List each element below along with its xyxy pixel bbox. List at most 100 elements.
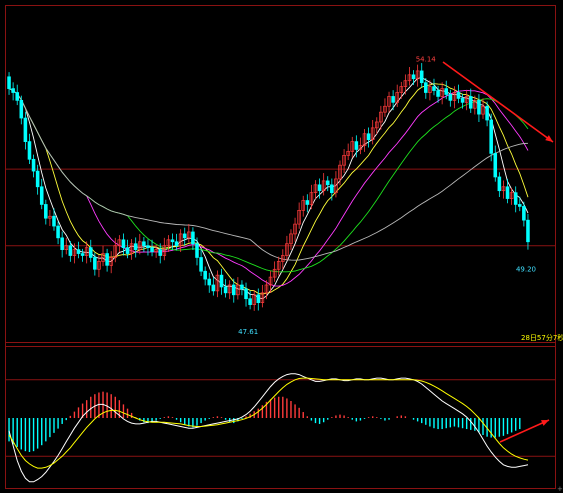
candle-body <box>383 105 387 113</box>
candle-body <box>505 186 510 199</box>
candle-body <box>391 96 395 103</box>
macd-dif-line <box>8 373 529 483</box>
candle-body <box>154 249 158 252</box>
candle-body <box>444 88 449 95</box>
candle-body <box>19 100 24 119</box>
candle-body <box>227 284 232 294</box>
candle-body <box>240 284 244 290</box>
candle-body <box>256 294 261 304</box>
candle-body <box>497 176 502 192</box>
candle-body <box>297 210 301 225</box>
macd-trend-arrow-head <box>541 420 549 426</box>
candle-body <box>64 245 69 250</box>
candle-body <box>501 186 506 192</box>
candle-body <box>44 204 48 219</box>
candle-body <box>219 274 224 288</box>
candle-body <box>411 74 416 80</box>
candle-body <box>60 237 64 250</box>
candle-body <box>289 233 293 245</box>
candle-body <box>493 153 498 178</box>
candle-body <box>399 86 404 93</box>
candle-body <box>362 133 367 146</box>
candle-body <box>313 184 318 194</box>
candle-body <box>436 90 440 97</box>
annotation-arrows <box>442 61 554 443</box>
candle-body <box>105 253 109 266</box>
moving-average-line-2 <box>8 88 529 287</box>
candle-body <box>358 145 363 150</box>
min-price-label-left: 47.61 <box>238 328 258 336</box>
candle-body <box>11 88 15 93</box>
candle-body <box>293 223 297 235</box>
candle-body <box>244 288 248 300</box>
time-label: 28日57分7秒 <box>521 333 563 342</box>
candle-body <box>268 276 273 286</box>
candle-body <box>182 233 187 239</box>
candle-body <box>76 249 81 254</box>
candle-body <box>285 243 289 256</box>
candle-body <box>84 247 89 256</box>
candle-body <box>395 92 399 103</box>
candle-body <box>272 268 277 278</box>
candle-body <box>260 292 265 303</box>
candle-body <box>31 158 36 172</box>
moving-average-lines <box>8 77 529 300</box>
candle-body <box>195 243 199 258</box>
candle-body <box>203 270 207 280</box>
candle-body <box>56 225 60 239</box>
candle-body <box>174 241 179 247</box>
macd-dea-line <box>8 377 529 469</box>
price-trend-arrow <box>442 61 554 143</box>
candle-body <box>80 253 85 256</box>
candle-body <box>428 86 432 93</box>
candle-body <box>473 100 477 109</box>
candle-body <box>158 249 162 256</box>
candle-body <box>39 186 44 205</box>
candle-body <box>489 119 493 154</box>
candle-body <box>101 253 105 262</box>
moving-average-line-1 <box>8 83 529 295</box>
candle-body <box>342 155 346 166</box>
macd-histogram <box>8 391 521 452</box>
price-reference-lines <box>5 168 556 247</box>
candle-body <box>133 243 138 250</box>
candle-body <box>7 76 11 89</box>
candle-body <box>68 245 73 256</box>
candle-body <box>321 180 326 192</box>
candle-body <box>113 245 118 258</box>
moving-average-line-4 <box>8 88 529 261</box>
candle-body <box>166 239 171 247</box>
candle-body <box>93 257 97 270</box>
candle-body <box>456 92 461 99</box>
candle-body <box>407 74 412 82</box>
candle-body <box>334 178 338 194</box>
candle-body <box>518 204 522 207</box>
candle-body <box>223 286 228 294</box>
macd-lines <box>8 373 529 483</box>
candle-body <box>350 141 355 152</box>
candle-body <box>477 100 481 115</box>
candle-body <box>509 192 514 199</box>
macd-trend-arrow <box>499 419 550 443</box>
candle-body <box>23 117 28 142</box>
min-price-label-right: 49.20 <box>516 265 536 273</box>
price-trend-arrow-head <box>545 135 553 142</box>
candle-body <box>370 127 375 141</box>
candle-body <box>207 278 212 286</box>
candle-body <box>236 284 240 296</box>
candle-body <box>88 247 93 258</box>
candle-body <box>440 88 444 97</box>
candlestick-series <box>7 63 530 311</box>
candle-body <box>52 215 56 227</box>
candle-body <box>325 180 330 186</box>
candle-body <box>375 121 379 129</box>
candle-body <box>452 92 457 101</box>
candle-body <box>109 257 113 266</box>
candle-body <box>129 243 134 254</box>
macd-reference-lines <box>5 379 556 457</box>
candle-body <box>48 215 52 219</box>
candle-body <box>191 231 195 245</box>
candle-body <box>309 192 314 205</box>
candle-body <box>419 70 424 84</box>
